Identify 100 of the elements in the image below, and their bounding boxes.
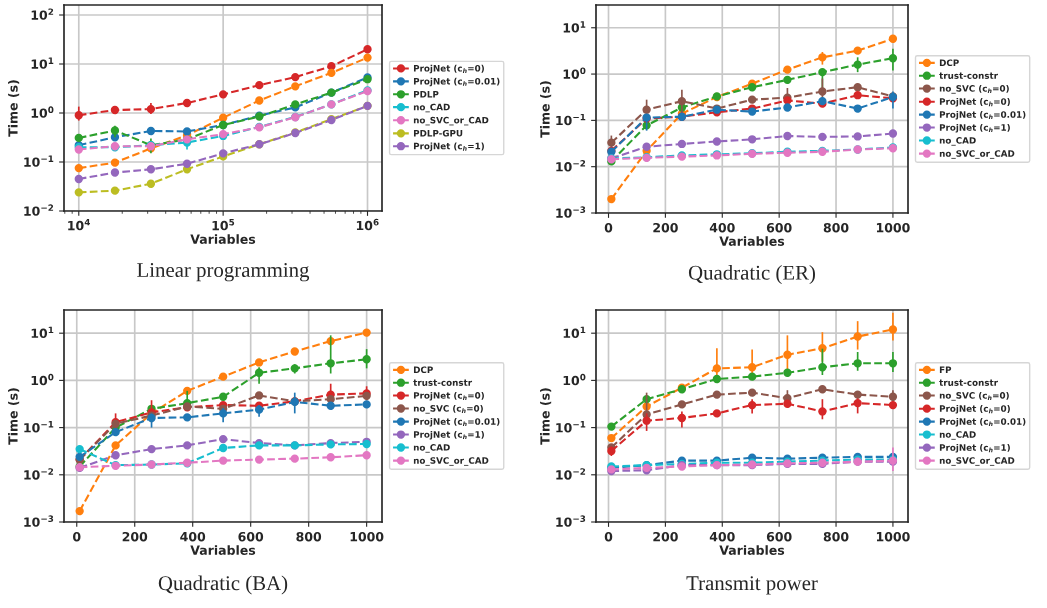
legend-label: no_CAD [413,103,450,113]
y-tick-label: 10$^{0}$ [563,67,586,79]
y-tick-label: 10$^{−2}$ [556,468,586,480]
point [218,372,228,381]
x-tick-label: 800 [823,531,849,542]
legend-label: PDLP [413,91,439,98]
legend-label: trust-constr [939,72,998,79]
point [747,83,757,92]
legend-label: ProjNet (c$_{h}$=1) [939,444,1010,453]
point [818,132,827,142]
point [291,72,300,82]
y-axis-title: Time (s) [540,81,552,138]
x-tick-label: 0 [604,531,613,542]
point [783,131,792,141]
point [677,139,687,149]
point [888,34,898,43]
legend-label: ProjNet (c$_{h}$=1) [413,142,484,152]
point [290,454,299,463]
text: Transmit power [686,576,818,595]
y-tick-label: 10$^{1}$ [31,326,54,339]
point [747,135,757,144]
y-tick-label: 10$^{1}$ [563,326,586,339]
legend-label: ProjNet (c$_{h}$=0) [413,391,484,401]
y-tick-label: 10$^{1}$ [31,57,54,69]
point [783,399,792,408]
legend-label: no_SVC_or_CAD [939,457,1015,466]
point [818,385,827,394]
point [747,95,757,104]
x-tick-label: 800 [823,222,849,233]
point [147,444,156,454]
point [607,422,616,431]
point [327,68,336,78]
point [111,428,120,437]
point [326,453,335,462]
point [747,372,757,381]
legend-label: no_SVC_or_CAD [413,116,489,126]
point [888,400,898,410]
point [182,127,192,136]
legend-label: ProjNet (c$_{h}$=0) [939,405,1010,414]
y-axis-title: Time (s) [8,80,20,137]
point [712,374,722,384]
text: Quadratic (ER) [688,265,815,284]
legend-label: DCP [413,366,433,374]
legend-label: ProjNet (c$_{h}$=0.01) [939,418,1026,427]
point [362,328,371,337]
point [218,434,228,444]
point [853,104,862,113]
x-axis-title: Variables [719,236,785,246]
point [74,133,83,143]
text: Linear programming [137,263,310,282]
point [853,132,862,141]
point [783,75,792,85]
legend-label: ProjNet (c$_{h}$=0) [413,64,484,74]
x-tick-label: 1000 [876,531,910,542]
x-tick-label: 600 [238,531,264,542]
point [218,456,228,465]
point [783,368,792,377]
point [146,126,156,136]
legend-label: no_SVC (c$_{h}$=0) [939,391,1009,401]
legend-label: ProjNet (c$_{h}$=1) [413,430,484,440]
point [110,186,120,195]
point [183,441,192,450]
x-tick-label: 400 [180,531,206,542]
point [712,390,722,399]
x-tick-label: 200 [653,531,678,542]
legend-label: no_CAD [939,431,976,440]
legend-label: trust-constr [939,379,998,386]
y-tick-label: 10$^{−3}$ [556,515,586,527]
point [853,390,862,399]
legend-label: no_SVC_or_CAD [939,150,1015,159]
y-axis-title: Time (s) [8,388,20,445]
y-tick-label: 10$^{−1}$ [24,421,54,433]
legend-label: DCP [939,59,959,67]
y-tick-label: 10$^{0}$ [31,373,54,386]
point [218,90,228,99]
point [146,165,156,174]
legend-label: ProjNet (c$_{h}$=0.01) [413,77,500,87]
point [291,82,300,91]
y-tick-label: 10$^{−1}$ [556,421,586,433]
y-tick-label: 10$^{0}$ [31,106,54,118]
x-tick-label: 10$^{6}$ [356,218,379,231]
point [254,455,264,464]
point [110,105,120,115]
point [747,388,757,397]
point [111,451,120,460]
x-axis-title: Variables [190,234,256,244]
legend-label: ProjNet (c$_{h}$=0.01) [939,111,1026,120]
point [783,65,792,74]
legend-label: no_CAD [413,444,450,453]
legend-label: no_CAD [939,137,976,146]
point [677,400,687,409]
legend-label: no_SVC (c$_{h}$=0) [413,404,483,414]
legend-label: no_SVC_or_CAD [413,457,489,466]
y-tick-label: 10$^{−3}$ [556,206,586,218]
x-tick-label: 800 [296,531,322,542]
legend-label: FP [939,366,952,373]
x-tick-label: 1000 [350,531,384,542]
y-tick-label: 10$^{−3}$ [24,515,54,527]
y-tick-label: 10$^{2}$ [31,8,54,20]
x-axis-title: Variables [190,545,256,555]
